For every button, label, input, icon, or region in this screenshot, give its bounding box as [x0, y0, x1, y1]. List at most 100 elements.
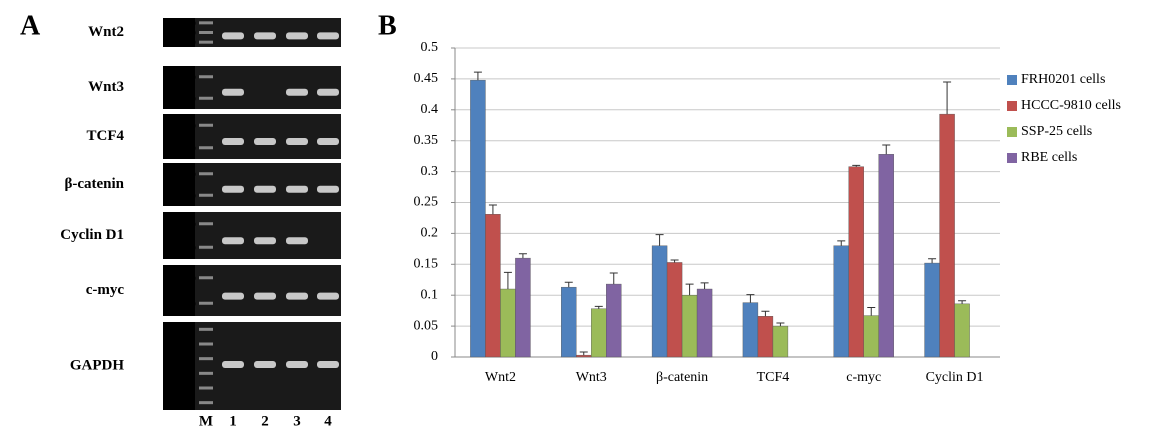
y-tick-label: 0.1	[421, 287, 439, 302]
marker-label: 250bp	[166, 273, 196, 284]
x-tick-label: c-myc	[846, 370, 881, 385]
legend-swatch	[1007, 153, 1017, 163]
y-tick-label: 0.15	[414, 257, 439, 272]
bar	[606, 284, 621, 357]
gel-band	[254, 237, 276, 244]
bar	[925, 263, 940, 357]
bar	[485, 214, 500, 357]
marker-label: 500bp	[166, 169, 196, 180]
gel-band	[317, 138, 339, 145]
error-bar	[867, 308, 875, 316]
gel-band	[254, 293, 276, 300]
gene-label: Wnt3	[88, 79, 124, 95]
bar	[743, 303, 758, 357]
gene-label: Cyclin D1	[60, 227, 124, 243]
ladder-band	[199, 343, 213, 346]
gel-band	[222, 361, 244, 368]
lane-label: 2	[261, 413, 269, 429]
ladder-band	[199, 222, 213, 225]
gel-band	[286, 186, 308, 193]
figure: A B Wnt2300bp200bp100bpWnt3250bp100bpTCF…	[0, 0, 1158, 432]
gel-band	[222, 89, 244, 96]
gel-band	[286, 361, 308, 368]
bar	[955, 304, 970, 357]
legend-label: RBE cells	[1021, 150, 1077, 165]
ladder-band	[199, 97, 213, 100]
lane-label: 1	[229, 413, 237, 429]
gel-marker-area	[163, 322, 195, 410]
marker-label: 100bp	[166, 242, 196, 253]
legend-label: SSP-25 cells	[1021, 124, 1092, 139]
lane-label: 3	[293, 413, 301, 429]
bar	[500, 289, 515, 357]
bar	[758, 316, 773, 357]
bar	[576, 355, 591, 357]
ladder-band	[199, 75, 213, 78]
marker-label: 250bp	[166, 219, 196, 230]
gel-band	[222, 293, 244, 300]
error-bar	[580, 352, 588, 355]
bar	[667, 262, 682, 357]
error-bar	[519, 254, 527, 258]
ladder-band	[199, 372, 213, 375]
legend-swatch	[1007, 75, 1017, 85]
gel-band	[317, 89, 339, 96]
marker-label: 600bp	[166, 325, 190, 334]
gene-label: GAPDH	[70, 357, 124, 373]
error-bar	[701, 283, 709, 289]
ladder-band	[199, 302, 213, 305]
error-bar	[761, 311, 769, 316]
ladder-band	[199, 41, 213, 44]
y-tick-label: 0.05	[414, 318, 439, 333]
marker-label: 100bp	[166, 37, 196, 48]
error-bar	[489, 205, 497, 214]
gel-band	[286, 237, 308, 244]
gel-band	[254, 361, 276, 368]
marker-label: 400bp	[166, 354, 190, 363]
error-bar	[928, 259, 936, 263]
error-bar	[958, 301, 966, 304]
ladder-band	[199, 172, 213, 175]
y-tick-label: 0.45	[414, 71, 439, 86]
page: {"panel_a": {"label": "A", "rows": [ {"g…	[0, 0, 1158, 432]
bar	[591, 309, 606, 357]
y-tick-label: 0.5	[421, 40, 439, 55]
marker-label: 300bp	[166, 369, 190, 378]
gel-band	[254, 186, 276, 193]
gel-band	[286, 293, 308, 300]
ladder-band	[199, 246, 213, 249]
bar	[773, 326, 788, 357]
gene-label: TCF4	[87, 128, 125, 144]
gel-band	[286, 89, 308, 96]
error-bar	[656, 235, 664, 246]
lane-label: 4	[324, 413, 332, 429]
gel-band	[254, 138, 276, 145]
bar	[515, 258, 530, 357]
gel-band	[222, 138, 244, 145]
marker-label: 100bp	[166, 298, 196, 309]
legend-label: FRH0201 cells	[1021, 72, 1105, 87]
marker-label: 200bp	[166, 384, 190, 393]
y-tick-label: 0.25	[414, 195, 439, 210]
y-tick-label: 0.4	[421, 102, 439, 117]
x-tick-label: Wnt2	[485, 370, 516, 385]
bar	[652, 246, 667, 357]
marker-label: 500bp	[166, 340, 190, 349]
legend-label: HCCC-9810 cells	[1021, 98, 1121, 113]
bar	[561, 287, 576, 357]
panel-label: A	[20, 10, 41, 41]
gene-label: c-myc	[86, 282, 125, 298]
gene-label: Wnt2	[88, 24, 124, 40]
legend-swatch	[1007, 127, 1017, 137]
ladder-band	[199, 387, 213, 390]
bar	[849, 167, 864, 357]
y-tick-label: 0	[431, 349, 438, 364]
error-bar	[565, 282, 573, 287]
gel-band	[317, 32, 339, 39]
y-tick-label: 0.2	[421, 226, 439, 241]
bar	[470, 80, 485, 357]
gene-label: β-catenin	[64, 176, 124, 192]
gel-band	[317, 293, 339, 300]
ladder-band	[199, 31, 213, 34]
gel-band	[286, 32, 308, 39]
